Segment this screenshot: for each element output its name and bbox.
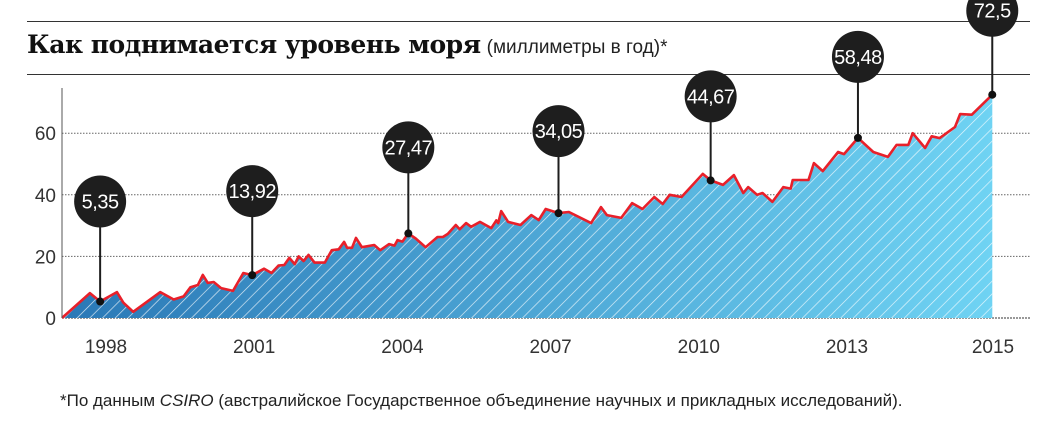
data-point-marker: [706, 176, 715, 185]
data-point-marker: [404, 229, 413, 238]
data-point-marker: [853, 133, 862, 142]
top-rule: [27, 21, 1030, 22]
annotation-bubble: [966, 0, 1019, 37]
annotations: 5,35 13,92 27,47 34,05 44,67 58,48 72,5: [74, 0, 1019, 306]
title-bottom-rule: [27, 74, 1030, 75]
annotation-bubble: [382, 121, 435, 174]
x-tick-label: 2010: [678, 337, 720, 358]
annotation-bubble: [74, 175, 127, 228]
annotation-bubble: [684, 70, 737, 123]
annotation-label: 27,47: [385, 137, 433, 159]
area-layer: [61, 93, 994, 319]
annotation-label: 13,92: [228, 181, 276, 203]
data-point-marker: [96, 297, 105, 306]
chart-subtitle: (миллиметры в год)*: [486, 37, 668, 58]
annotation-label: 34,05: [535, 121, 583, 143]
axes: 0 20 40 60 1998 2001 2004 2007 2010 2013 2015: [35, 88, 1014, 358]
y-tick-label: 20: [35, 247, 56, 268]
annotation-label: 58,48: [834, 47, 882, 69]
y-tick-label: 40: [35, 186, 56, 207]
annotation-label: 5,35: [82, 192, 119, 214]
annotation-label: 72,5: [974, 1, 1011, 23]
x-tick-label: 2007: [529, 337, 571, 358]
data-point-marker: [248, 271, 257, 280]
title-row: Как поднимается уровень моря (миллиметры …: [27, 30, 667, 59]
footnote-prefix: *По данным: [60, 391, 160, 410]
footnote: *По данным CSIRO (австралийское Государс…: [60, 391, 903, 411]
footnote-source: CSIRO: [159, 391, 214, 410]
data-point-marker: [554, 209, 563, 218]
y-tick-label: 0: [45, 309, 56, 330]
annotation-bubble: [831, 30, 884, 83]
x-tick-label: 2015: [972, 337, 1014, 358]
x-tick-label: 1998: [85, 337, 127, 358]
y-tick-label: 60: [35, 124, 56, 145]
annotation-bubble: [532, 105, 585, 158]
data-point-marker: [988, 90, 997, 99]
area-hatch: [62, 94, 993, 318]
x-tick-label: 2004: [381, 337, 424, 358]
x-tick-label: 2001: [233, 337, 275, 358]
chart-title: Как поднимается уровень моря: [27, 30, 481, 59]
footnote-suffix: (австралийское Государственное объединен…: [213, 391, 903, 410]
annotation-bubble: [226, 165, 279, 218]
annotation-label: 44,67: [687, 86, 735, 108]
x-tick-label: 2013: [826, 337, 868, 358]
